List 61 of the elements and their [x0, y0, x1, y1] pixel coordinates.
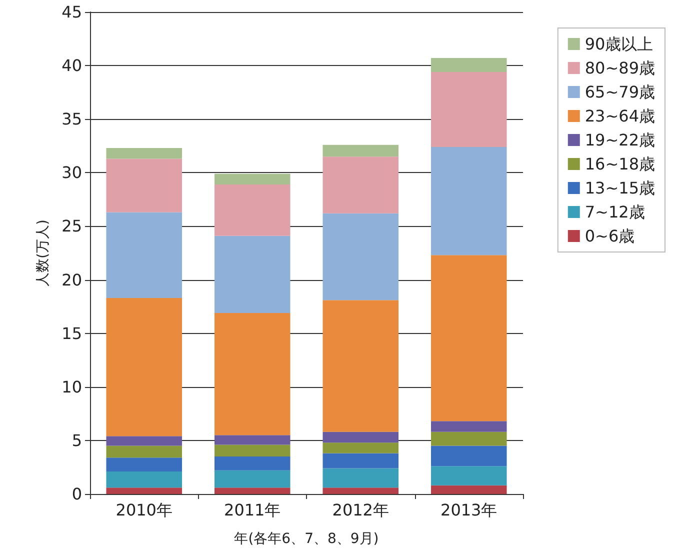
x-tick-label: 2012年 [332, 500, 389, 520]
bar [214, 444, 290, 457]
legend-label: 23~64歳 [584, 106, 655, 126]
y-tick-label: 5 [72, 430, 82, 450]
bar [430, 432, 507, 446]
bar [322, 442, 399, 454]
bar [322, 488, 399, 494]
bar [214, 488, 290, 494]
bar [106, 458, 182, 472]
bar [430, 421, 507, 432]
bar [106, 148, 182, 159]
x-tick-label: 2011年 [224, 500, 281, 520]
bar [322, 432, 399, 443]
y-tick-label: 10 [62, 377, 82, 396]
bar [214, 174, 290, 184]
bar [106, 298, 182, 436]
legend-label: 16~18歳 [584, 154, 655, 174]
bar [106, 446, 182, 458]
bar [106, 212, 182, 298]
y-tick-label: 20 [62, 270, 82, 290]
bar [322, 453, 399, 468]
bar [322, 300, 399, 432]
y-tick-label: 45 [62, 2, 82, 22]
y-tick-label: 15 [62, 324, 82, 343]
y-tick-label: 25 [62, 216, 82, 236]
bar [322, 156, 399, 214]
bar [214, 236, 290, 313]
bar [214, 456, 290, 470]
x-tick-label: 2013年 [440, 500, 498, 520]
y-axis-title: 人数(万人) [35, 220, 51, 286]
legend-label: 19~22歳 [584, 130, 655, 150]
bar [322, 213, 399, 300]
bar [322, 144, 399, 157]
bar [430, 255, 507, 422]
y-tick-label: 0 [72, 484, 82, 504]
bar [430, 466, 507, 486]
bar [430, 146, 507, 256]
bar [430, 58, 507, 72]
y-tick-label: 30 [62, 163, 82, 182]
legend-label: 7~12歳 [584, 202, 645, 222]
x-axis-title: 年(各年6、7、8、9月) [234, 531, 379, 547]
bar [214, 435, 290, 445]
bar [430, 485, 507, 494]
bar [430, 446, 507, 466]
bar [106, 488, 182, 494]
x-tick-label: 2010年 [116, 500, 172, 520]
bar [214, 312, 290, 436]
legend-label: 13~15歳 [584, 178, 655, 198]
y-tick-label: 40 [62, 56, 82, 76]
legend-label: 65~79歳 [584, 82, 655, 102]
legend-label: 80~89歳 [584, 58, 655, 78]
bar [214, 470, 290, 488]
bar [430, 72, 507, 147]
bar [214, 184, 290, 236]
bar [322, 468, 399, 488]
legend-label: 0~6歳 [584, 226, 635, 246]
legend-label: 90歳以上 [584, 34, 654, 54]
y-tick-label: 35 [62, 110, 82, 129]
bar [106, 158, 182, 212]
bar [106, 436, 182, 446]
bar [106, 472, 182, 488]
